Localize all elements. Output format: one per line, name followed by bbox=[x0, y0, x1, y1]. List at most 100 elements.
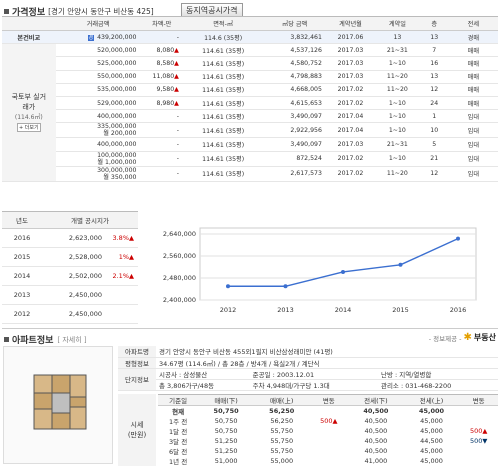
market-price-unit: (만원) bbox=[127, 431, 147, 439]
floor-cell: 12 bbox=[419, 166, 449, 182]
table-row: 525,000,000 8,580▲ 114.61 (35평) 4,580,752 20… bbox=[2, 56, 498, 71]
section-title: 가격정보 bbox=[12, 8, 46, 18]
diff-cell: - bbox=[140, 166, 183, 182]
history-cell: 50,750 bbox=[214, 417, 238, 425]
year-cell: 2015 bbox=[2, 247, 42, 267]
apt-title: 아파트정보 bbox=[12, 336, 54, 346]
history-cell: 500▼ bbox=[469, 437, 488, 445]
diff-cell: 11,080▲ bbox=[140, 70, 183, 84]
col-header: 계약년월 bbox=[325, 16, 376, 31]
history-cell: 55,750 bbox=[270, 437, 294, 445]
provider: - 정보제공 - ✱ 부동산 bbox=[429, 332, 496, 343]
up-arrow-icon: ▲ bbox=[174, 59, 179, 67]
area-sub: (114.6㎡) bbox=[14, 114, 43, 122]
price-cell: 100,000,000 월 1,000,000 bbox=[55, 151, 141, 167]
diff-cell: - bbox=[140, 151, 183, 167]
history-cell: 56,250 bbox=[269, 407, 295, 415]
history-cell: 현재 bbox=[172, 408, 185, 416]
price-value: 529,000,000 bbox=[97, 99, 137, 107]
molit-side-label: 국토부 실거래가 (114.6㎡) + 더보기 bbox=[2, 43, 56, 182]
price-cell: 400,000,000 bbox=[55, 137, 141, 152]
area-cell: 114.61 (35평) bbox=[182, 137, 264, 152]
col-header: 전세(上) bbox=[403, 394, 460, 406]
unit-price-cell: 4,580,752 bbox=[263, 56, 326, 71]
table-row: 400,000,000 -114.61 (35평) 3,490,097 2017.04… bbox=[2, 109, 498, 124]
area-cell: 114.61 (35평) bbox=[182, 43, 264, 58]
history-cell bbox=[459, 456, 498, 466]
history-cell: 6달 전 bbox=[169, 448, 188, 456]
up-arrow-icon: ▲ bbox=[174, 73, 179, 81]
data-point bbox=[456, 236, 460, 241]
table-row: 본건비교 경 439,200,000-114.6 (35평) 3,832,461 201… bbox=[2, 30, 498, 45]
date-cell: 2017.03 bbox=[325, 70, 376, 84]
col-official-price: 개별 공시지가 bbox=[42, 211, 138, 229]
floor-cell: 21 bbox=[419, 151, 449, 167]
x-tick-label: 2013 bbox=[277, 306, 294, 314]
type-cell: 매매 bbox=[448, 56, 498, 71]
transaction-table: 거래금액 차액-만 면적-㎡ ㎡당 금액 계약년월 계약일 층 전세 본건비교 경 439,200… bbox=[2, 16, 498, 182]
col-header: 거래금액 bbox=[55, 16, 141, 31]
more-button[interactable]: + 더보기 bbox=[17, 123, 41, 133]
history-cell: 40,500 bbox=[364, 447, 388, 455]
date-cell: 2017.06 bbox=[325, 30, 376, 45]
y-tick-label: 2,640,000 bbox=[163, 230, 196, 238]
data-point bbox=[398, 262, 403, 267]
change-pct: 3.8%▲ bbox=[102, 234, 134, 242]
date-cell: 2017.03 bbox=[325, 137, 376, 152]
history-cell: 55,000 bbox=[270, 457, 294, 465]
history-cell: 51,250 bbox=[214, 437, 238, 445]
type-cell: 임대 bbox=[448, 151, 498, 167]
date-cell: 2017.02 bbox=[325, 166, 376, 182]
price-cell: 525,000,000 bbox=[55, 56, 141, 71]
table-row: 2012 2,450,000 bbox=[2, 304, 138, 324]
price-value: 550,000,000 bbox=[97, 73, 137, 81]
day-cell: 1~10 bbox=[375, 109, 420, 124]
year-cell: 2016 bbox=[2, 228, 42, 248]
floor-cell: 13 bbox=[419, 70, 449, 84]
y-tick-label: 2,480,000 bbox=[163, 274, 196, 282]
price-info-title: 가격정보 [경기 안양시 동안구 비산동 425] bbox=[4, 5, 154, 18]
floor-cell: 16 bbox=[419, 56, 449, 71]
diff-cell: - bbox=[140, 109, 183, 124]
transaction-table-header: 거래금액 차액-만 면적-㎡ ㎡당 금액 계약년월 계약일 층 전세 bbox=[2, 16, 498, 31]
area-cell: 114.61 (35평) bbox=[182, 109, 264, 124]
monthly-rent-value: 월 200,000 bbox=[103, 130, 137, 138]
year-cell: 2012 bbox=[2, 304, 42, 324]
price-cell: 335,000,000 월 200,000 bbox=[55, 122, 141, 139]
type-cell: 매매 bbox=[448, 83, 498, 97]
col-header: ㎡당 금액 bbox=[263, 16, 326, 31]
change-pct: 2.1%▲ bbox=[102, 272, 134, 280]
table-row: 2015 2,528,000 1%▲ bbox=[2, 247, 138, 267]
floor-plan-image bbox=[3, 346, 113, 464]
table-row: 현재 50,750 56,250 40,500 45,000 bbox=[158, 406, 498, 416]
history-cell: 55,750 bbox=[270, 427, 294, 435]
type-cell: 임대 bbox=[448, 122, 498, 139]
unit-price-cell: 4,798,883 bbox=[263, 70, 326, 84]
diff-value: - bbox=[176, 126, 179, 134]
floor-cell: 10 bbox=[419, 122, 449, 139]
up-arrow-icon: ▲ bbox=[174, 46, 179, 54]
price-cell: 520,000,000 bbox=[55, 43, 141, 58]
unit-price-cell: 3,490,097 bbox=[263, 137, 326, 152]
price-cell: 529,000,000 bbox=[55, 96, 141, 111]
col-header[interactable]: 전세 bbox=[448, 16, 498, 31]
col-year: 년도 bbox=[2, 211, 42, 229]
unit-price-cell: 4,615,653 bbox=[263, 96, 326, 111]
units-value: 총 3,806가구/48동 bbox=[156, 379, 253, 391]
section-bullet-icon bbox=[4, 337, 9, 342]
day-cell: 11~20 bbox=[375, 83, 420, 97]
unit-price-cell: 2,617,573 bbox=[263, 166, 326, 182]
x-tick-label: 2012 bbox=[220, 306, 237, 314]
table-row: 1주 전 50,750 56,250 500▲ 40,500 45,000 bbox=[158, 416, 498, 426]
official-price-chart: 2,640,000 2,560,000 2,480,000 2,400,000 2012… bbox=[163, 227, 477, 314]
col-header: 변동 bbox=[309, 394, 349, 406]
table-row: 3달 전 51,250 55,750 40,500 44,500 500▼ bbox=[158, 436, 498, 446]
price-value: 300,000,000 bbox=[97, 166, 137, 174]
detail-link[interactable]: [ 자세히 ] bbox=[57, 335, 87, 344]
history-cell: 55,750 bbox=[270, 447, 294, 455]
complex-info-label: 단지정보 bbox=[118, 368, 156, 391]
diff-cell: - bbox=[140, 30, 183, 45]
history-cell: 1달 전 bbox=[169, 428, 188, 436]
price-value: 525,000,000 bbox=[97, 59, 137, 67]
history-cell bbox=[310, 436, 349, 446]
